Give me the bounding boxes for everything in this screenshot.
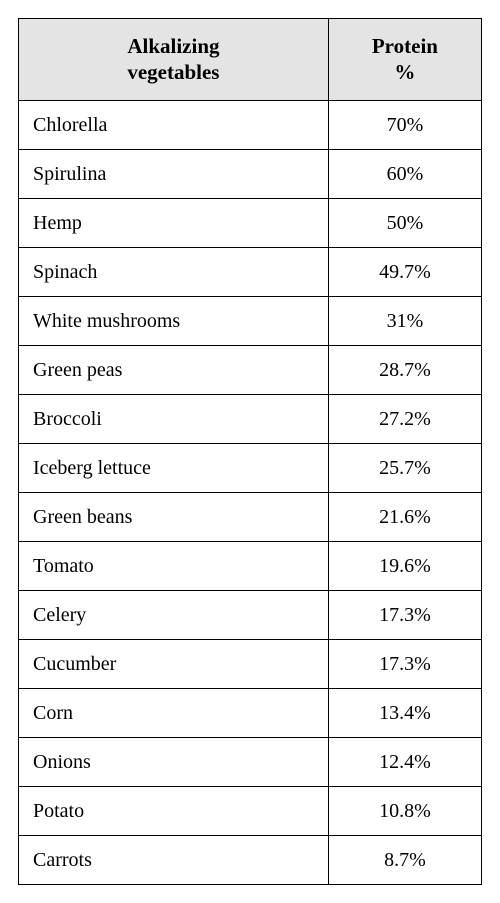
cell-value: 27.2% (328, 394, 481, 443)
table-row: Carrots 8.7% (19, 835, 482, 884)
cell-value: 13.4% (328, 688, 481, 737)
cell-name: Chlorella (19, 100, 329, 149)
cell-value: 28.7% (328, 345, 481, 394)
table-header-row: Alkalizing vegetables Protein % (19, 19, 482, 101)
cell-value: 17.3% (328, 590, 481, 639)
cell-name: Tomato (19, 541, 329, 590)
table-row: Iceberg lettuce 25.7% (19, 443, 482, 492)
cell-value: 21.6% (328, 492, 481, 541)
cell-value: 49.7% (328, 247, 481, 296)
cell-value: 70% (328, 100, 481, 149)
cell-name: Spirulina (19, 149, 329, 198)
cell-name: Corn (19, 688, 329, 737)
cell-value: 50% (328, 198, 481, 247)
cell-value: 8.7% (328, 835, 481, 884)
table-row: Chlorella 70% (19, 100, 482, 149)
cell-name: Potato (19, 786, 329, 835)
cell-name: Onions (19, 737, 329, 786)
cell-name: Celery (19, 590, 329, 639)
table-row: White mushrooms 31% (19, 296, 482, 345)
table-row: Green peas 28.7% (19, 345, 482, 394)
table-row: Corn 13.4% (19, 688, 482, 737)
cell-name: Iceberg lettuce (19, 443, 329, 492)
table-row: Onions 12.4% (19, 737, 482, 786)
cell-value: 19.6% (328, 541, 481, 590)
header-value-line1: Protein (372, 34, 438, 58)
cell-name: Green beans (19, 492, 329, 541)
cell-name: Carrots (19, 835, 329, 884)
table-row: Celery 17.3% (19, 590, 482, 639)
cell-name: Spinach (19, 247, 329, 296)
table-row: Potato 10.8% (19, 786, 482, 835)
table-row: Hemp 50% (19, 198, 482, 247)
table-row: Tomato 19.6% (19, 541, 482, 590)
alkalizing-vegetables-table: Alkalizing vegetables Protein % Chlorell… (18, 18, 482, 885)
column-header-value: Protein % (328, 19, 481, 101)
cell-name: Broccoli (19, 394, 329, 443)
header-name-line1: Alkalizing (127, 34, 219, 58)
table-row: Spinach 49.7% (19, 247, 482, 296)
header-name-line2: vegetables (127, 60, 219, 84)
cell-value: 60% (328, 149, 481, 198)
table-body: Chlorella 70% Spirulina 60% Hemp 50% Spi… (19, 100, 482, 884)
cell-value: 12.4% (328, 737, 481, 786)
table-row: Green beans 21.6% (19, 492, 482, 541)
cell-value: 31% (328, 296, 481, 345)
cell-value: 25.7% (328, 443, 481, 492)
table-row: Spirulina 60% (19, 149, 482, 198)
cell-name: Hemp (19, 198, 329, 247)
cell-name: Green peas (19, 345, 329, 394)
cell-name: Cucumber (19, 639, 329, 688)
header-value-line2: % (394, 60, 415, 84)
cell-name: White mushrooms (19, 296, 329, 345)
table-row: Cucumber 17.3% (19, 639, 482, 688)
cell-value: 10.8% (328, 786, 481, 835)
table-row: Broccoli 27.2% (19, 394, 482, 443)
column-header-name: Alkalizing vegetables (19, 19, 329, 101)
cell-value: 17.3% (328, 639, 481, 688)
